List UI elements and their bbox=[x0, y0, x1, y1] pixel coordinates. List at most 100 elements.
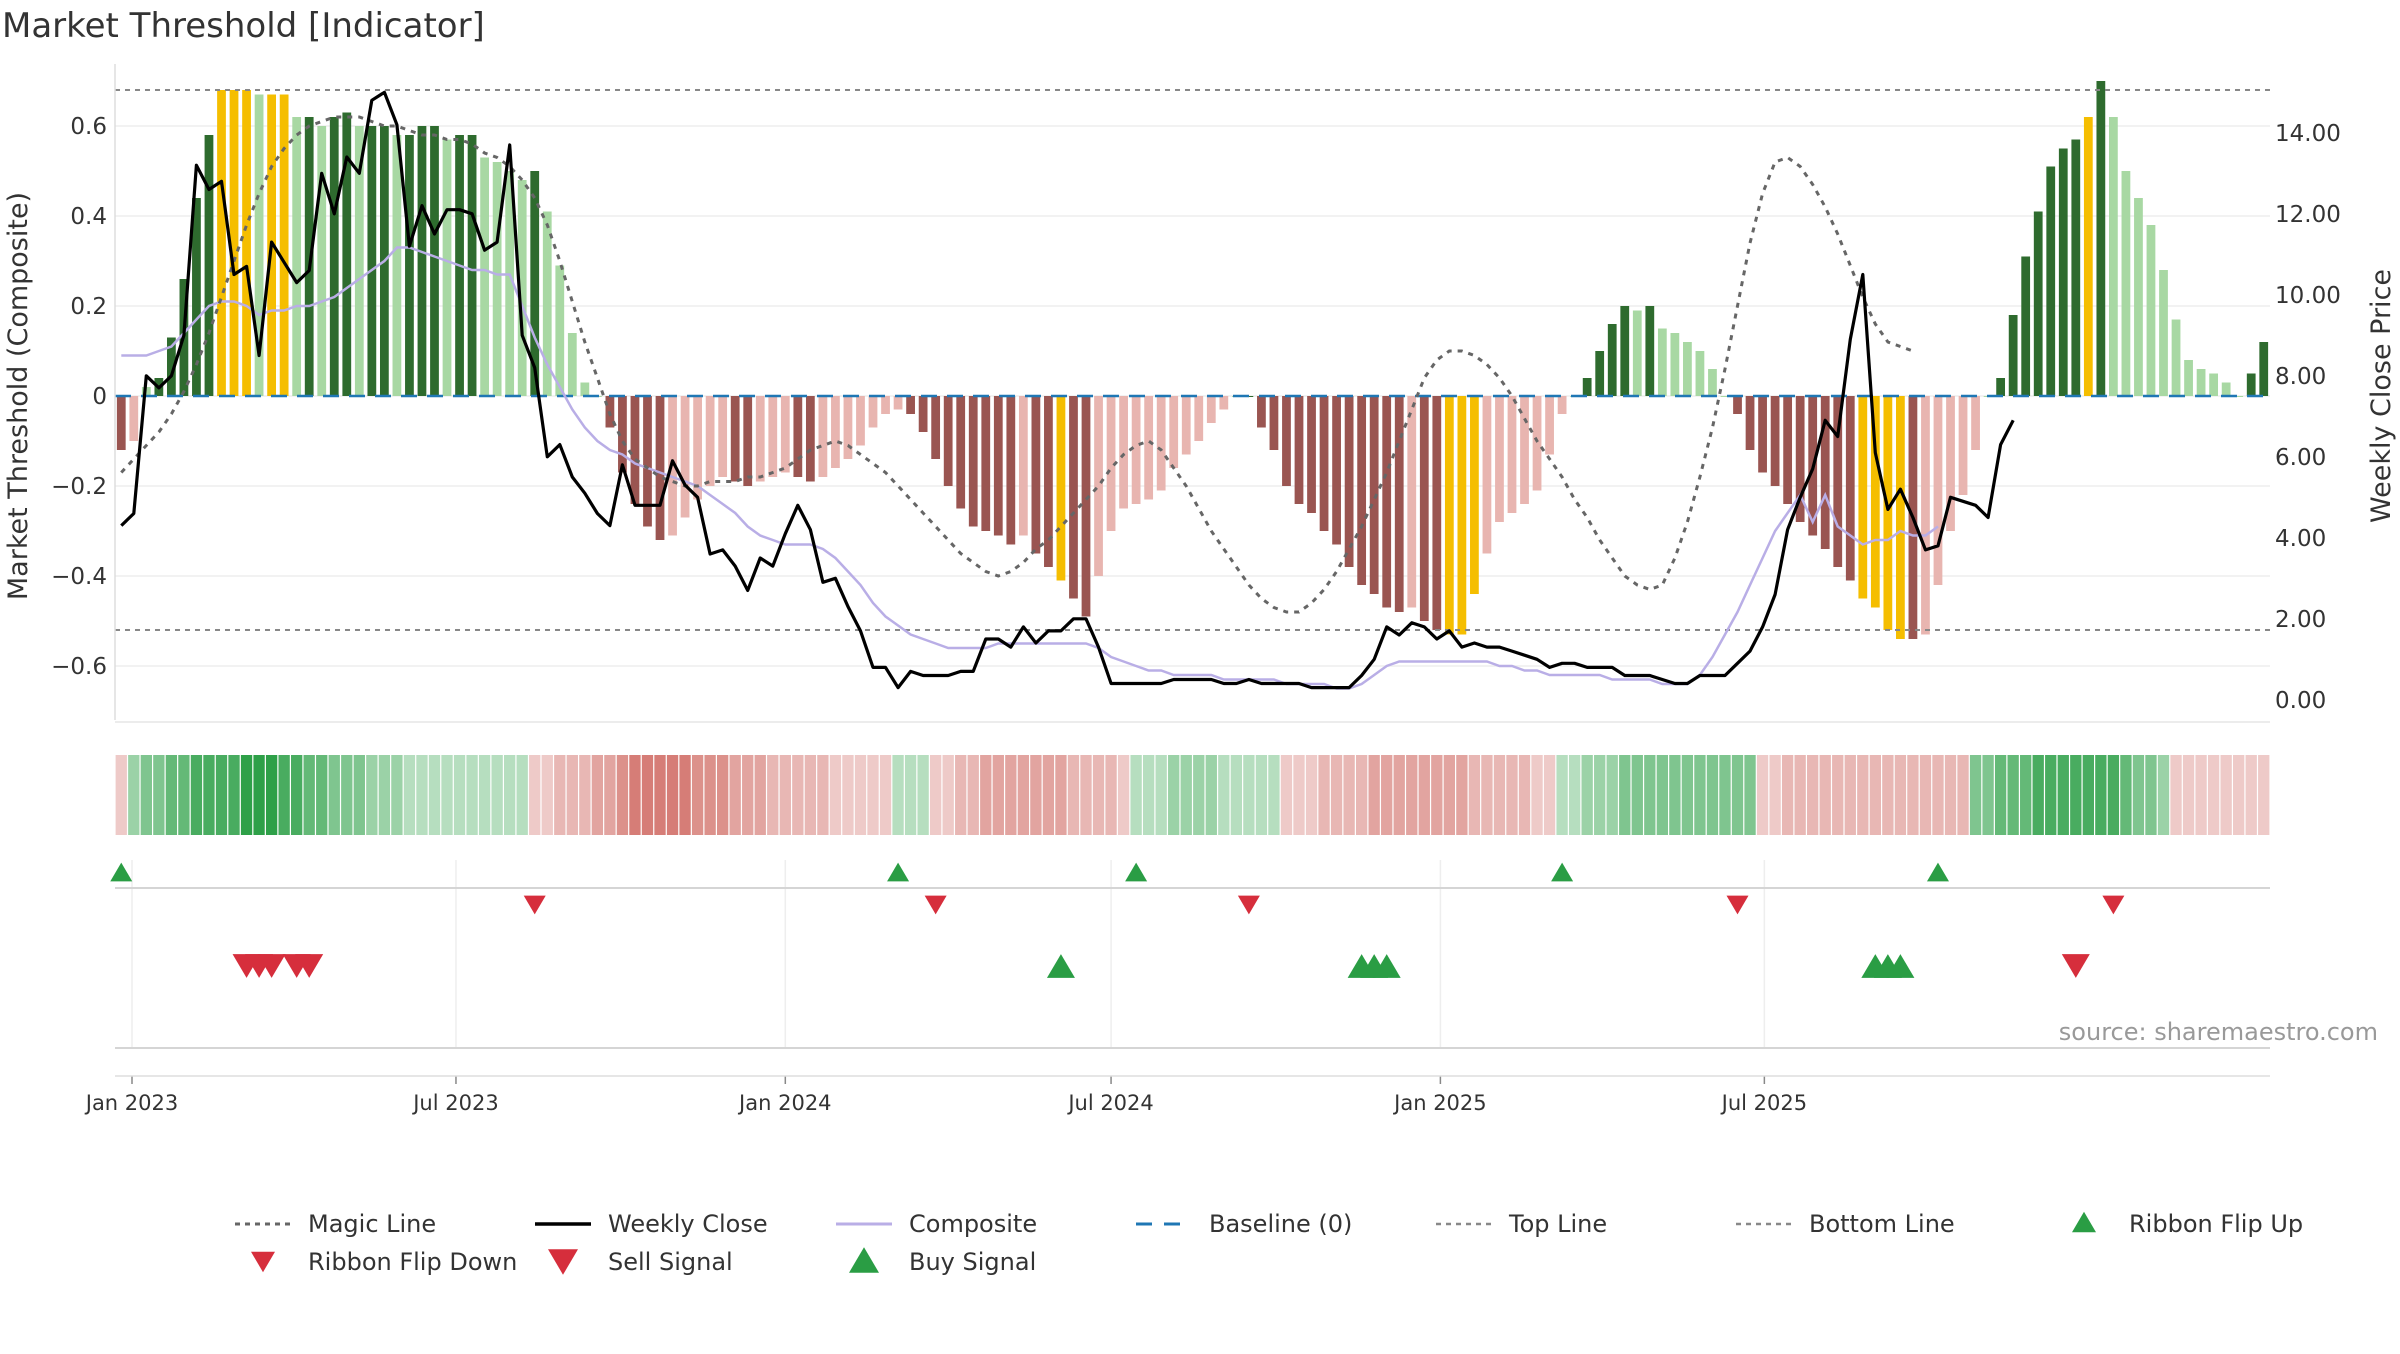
ribbon-cell bbox=[942, 755, 954, 835]
histogram-bar bbox=[1820, 396, 1830, 549]
histogram-bar bbox=[1056, 396, 1066, 581]
ribbon-cell bbox=[1255, 755, 1268, 835]
histogram-bar bbox=[467, 135, 477, 396]
ribbon-cell bbox=[1619, 755, 1631, 835]
ribbon-cell bbox=[2233, 755, 2245, 835]
histogram-bar bbox=[1332, 396, 1341, 545]
legend-label: Magic Line bbox=[308, 1210, 436, 1238]
y-right-tick-label: 0.00 bbox=[2275, 688, 2326, 714]
histogram-bar bbox=[242, 90, 251, 396]
histogram-bar bbox=[442, 139, 452, 396]
ribbon-cell bbox=[1781, 755, 1794, 835]
chart-title: Market Threshold [Indicator] bbox=[2, 6, 485, 46]
ribbon-cell bbox=[466, 755, 478, 835]
ribbon-cell bbox=[529, 755, 541, 835]
histogram-bar bbox=[2184, 360, 2193, 396]
histogram-bar bbox=[1632, 310, 1642, 396]
ribbon-cell bbox=[504, 755, 516, 835]
ribbon-flip-down-marker bbox=[523, 895, 546, 915]
ribbon-cell bbox=[1042, 755, 1055, 835]
histogram-bar bbox=[793, 396, 803, 477]
histogram-bar bbox=[1758, 396, 1767, 473]
ribbon-cell bbox=[1456, 755, 1468, 835]
histogram-bar bbox=[279, 94, 289, 396]
ribbon-cell bbox=[2095, 755, 2107, 835]
histogram-bar bbox=[843, 396, 853, 459]
legend-label: Ribbon Flip Down bbox=[308, 1248, 517, 1276]
ribbon-cell bbox=[366, 755, 378, 835]
y-left-tick-label: −0.4 bbox=[51, 564, 107, 590]
ribbon-cell bbox=[2157, 755, 2170, 835]
histogram-bar bbox=[1131, 396, 1141, 504]
ribbon-cell bbox=[441, 755, 453, 835]
ribbon-cell bbox=[2245, 755, 2257, 835]
ribbon-cell bbox=[2258, 755, 2270, 835]
ribbon-cell bbox=[316, 755, 328, 835]
ribbon-cell bbox=[704, 755, 716, 835]
histogram-bar bbox=[2246, 373, 2256, 396]
histogram-bar bbox=[1845, 396, 1855, 581]
y-left-tick-label: −0.6 bbox=[51, 654, 107, 680]
ribbon-cell bbox=[1807, 755, 1819, 835]
histogram-bar bbox=[192, 198, 201, 396]
ribbon-cell bbox=[2132, 755, 2145, 835]
ribbon-cell bbox=[629, 755, 641, 835]
ribbon-cell bbox=[1092, 755, 1105, 835]
ribbon-cell bbox=[1305, 755, 1318, 835]
ribbon-cell bbox=[1669, 755, 1681, 835]
ribbon-cell bbox=[842, 755, 854, 835]
ribbon-cell bbox=[1919, 755, 1932, 835]
signals-layer bbox=[110, 862, 2270, 1275]
ribbon-cell bbox=[1894, 755, 1907, 835]
histogram-bar bbox=[1620, 306, 1630, 396]
ribbon-cell bbox=[2195, 755, 2207, 835]
histogram-bar bbox=[480, 157, 489, 396]
ribbon-cell bbox=[140, 755, 152, 835]
ribbon-cell bbox=[992, 755, 1004, 835]
histogram-bar bbox=[1169, 396, 1179, 468]
histogram-bar bbox=[881, 396, 890, 414]
ribbon-cell bbox=[203, 755, 215, 835]
histogram-bar bbox=[417, 126, 427, 396]
histogram-bar bbox=[1319, 396, 1329, 531]
ribbon-cell bbox=[679, 755, 691, 835]
ribbon-cell bbox=[1418, 755, 1430, 835]
histogram-bar bbox=[505, 171, 515, 396]
histogram-bar bbox=[1432, 396, 1442, 630]
histogram-bar bbox=[555, 265, 565, 396]
histogram-bar bbox=[831, 396, 840, 468]
ribbon-cell bbox=[2082, 755, 2094, 835]
histogram-bar bbox=[430, 126, 439, 396]
ribbon-cell bbox=[303, 755, 315, 835]
histogram-bar bbox=[1683, 342, 1692, 396]
histogram-bar bbox=[2008, 315, 2018, 396]
ribbon-cell bbox=[428, 755, 441, 835]
ribbon-cell bbox=[128, 755, 140, 835]
ribbon-cell bbox=[1543, 755, 1556, 835]
ribbon-cell bbox=[378, 755, 391, 835]
ribbon-cell bbox=[1644, 755, 1656, 835]
ribbon-cell bbox=[1631, 755, 1643, 835]
ribbon-cell bbox=[1030, 755, 1042, 835]
sell-signal-marker bbox=[257, 954, 286, 978]
ribbon-cell bbox=[742, 755, 754, 835]
histogram-bar bbox=[2071, 139, 2081, 396]
ribbon-cell bbox=[2045, 755, 2057, 835]
ribbon-flip-up-marker bbox=[110, 862, 133, 882]
ribbon-cell bbox=[1744, 755, 1756, 835]
ribbon-layer bbox=[115, 755, 2270, 835]
histogram-bar bbox=[1294, 396, 1304, 504]
histogram-bar bbox=[968, 396, 978, 527]
ribbon-cell bbox=[2007, 755, 2019, 835]
histogram-bar bbox=[1044, 396, 1053, 567]
ribbon-cell bbox=[967, 755, 979, 835]
ribbon-cell bbox=[817, 755, 829, 835]
x-tick-label: Jan 2025 bbox=[1392, 1091, 1487, 1115]
histogram-bar bbox=[2046, 166, 2056, 396]
ribbon-cell bbox=[491, 755, 503, 835]
ribbon-cell bbox=[1117, 755, 1130, 835]
ribbon-cell bbox=[892, 755, 904, 835]
legend-label: Sell Signal bbox=[608, 1248, 733, 1276]
histogram-bar bbox=[304, 117, 314, 396]
